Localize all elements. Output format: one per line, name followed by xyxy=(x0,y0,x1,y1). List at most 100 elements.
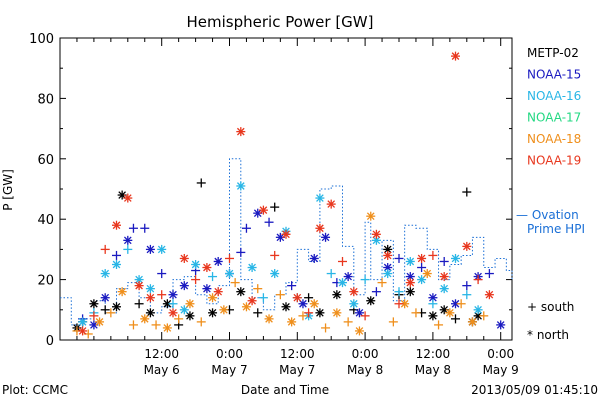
noaa-19-point xyxy=(89,311,99,321)
noaa-15-point xyxy=(287,281,297,291)
metp-02-point xyxy=(428,311,438,321)
noaa-16-point xyxy=(168,299,178,309)
noaa-15-point xyxy=(371,287,381,297)
noaa-19-point xyxy=(179,253,189,263)
legend-marker-south: + south xyxy=(527,300,574,314)
noaa-15-point xyxy=(439,256,449,266)
legend-item: NOAA-15 xyxy=(527,68,581,82)
metp-02-point xyxy=(451,314,460,324)
legend-item: NOAA-18 xyxy=(527,132,581,146)
noaa-18-point xyxy=(388,317,398,327)
noaa-19-point xyxy=(78,326,88,336)
noaa-15-point xyxy=(236,247,246,257)
noaa-15-point xyxy=(462,281,472,291)
noaa-18-point xyxy=(309,299,319,309)
noaa-16-point xyxy=(247,263,257,273)
x-tick-date: May 7 xyxy=(211,363,247,377)
noaa-15-point xyxy=(179,281,189,291)
noaa-19-point xyxy=(405,278,415,288)
noaa-18-point xyxy=(174,314,184,324)
x-tick-time: 12:00 xyxy=(416,347,451,361)
noaa-18-point xyxy=(264,314,274,324)
y-tick-label: 0 xyxy=(46,334,54,349)
noaa-19-point xyxy=(191,275,201,285)
noaa-16-point xyxy=(123,244,133,254)
metp-02-point xyxy=(134,299,144,309)
metp-02-point xyxy=(89,299,99,309)
noaa-19-point xyxy=(270,250,280,260)
noaa-16-point xyxy=(417,275,427,285)
noaa-19-point xyxy=(417,253,427,263)
legend: METP-02 NOAA-15 NOAA-16 NOAA-17 NOAA-18 NOAA-… xyxy=(516,46,585,342)
noaa-15-point xyxy=(496,320,506,330)
noaa-15-point xyxy=(145,244,155,254)
noaa-18-point xyxy=(219,305,229,315)
noaa-19-point xyxy=(473,275,483,285)
noaa-16-point xyxy=(439,284,449,294)
x-tick-time: 12:00 xyxy=(144,347,179,361)
noaa-16-point xyxy=(473,305,483,315)
data-markers xyxy=(72,51,506,339)
noaa-18-point xyxy=(422,269,432,279)
noaa-19-point xyxy=(236,127,246,137)
y-axis: 0 20 40 60 80 100 xyxy=(29,32,512,349)
metp-02-point xyxy=(281,302,291,312)
noaa-16-point xyxy=(191,260,201,269)
x-tick-date: May 9 xyxy=(483,363,519,377)
noaa-18-point xyxy=(196,317,206,327)
noaa-18-point xyxy=(479,311,489,321)
noaa-19-point xyxy=(304,308,314,318)
metp-02-point xyxy=(236,287,246,297)
x-tick-time: 0:00 xyxy=(487,347,514,361)
noaa-18-point xyxy=(343,317,353,327)
metp-02-point xyxy=(315,308,325,318)
legend-item: NOAA-17 xyxy=(527,111,581,125)
noaa-19-point xyxy=(258,205,268,215)
noaa-19-point xyxy=(247,296,257,306)
x-tick-date: May 8 xyxy=(415,363,451,377)
noaa-19-point xyxy=(225,253,234,263)
noaa-18-point xyxy=(411,308,421,318)
legend-marker-north: * north xyxy=(527,328,569,342)
noaa-19-point xyxy=(451,51,460,61)
legend-model-line1: — Ovation xyxy=(516,208,579,222)
noaa-16-point xyxy=(462,290,472,300)
noaa-18-point xyxy=(332,308,342,318)
noaa-19-point xyxy=(484,290,494,300)
legend-model-line2: Prime HPI xyxy=(527,222,585,236)
metp-02-point xyxy=(208,308,218,318)
noaa-15-point xyxy=(123,235,133,245)
noaa-15-point xyxy=(343,272,353,282)
legend-item: METP-02 xyxy=(527,46,579,60)
x-tick-date: May 7 xyxy=(279,363,315,377)
noaa-19-point xyxy=(100,244,110,254)
metp-02-point xyxy=(145,308,155,318)
noaa-15-point xyxy=(264,217,274,227)
noaa-18-point xyxy=(151,320,161,330)
noaa-15-point xyxy=(213,256,223,266)
noaa-16-point xyxy=(428,299,438,309)
metp-02-point xyxy=(112,302,121,312)
noaa-15-point xyxy=(417,263,427,273)
metp-02-point xyxy=(304,293,314,303)
noaa-16-point xyxy=(179,305,189,315)
y-tick-label: 40 xyxy=(37,213,54,228)
noaa-15-point xyxy=(321,232,331,242)
noaa-18-point xyxy=(140,314,150,324)
noaa-19-point xyxy=(315,223,325,233)
noaa-19-point xyxy=(349,287,359,297)
x-tick-time: 0:00 xyxy=(352,347,379,361)
noaa-19-point xyxy=(428,250,438,260)
metp-02-point xyxy=(405,287,415,297)
noaa-18-point xyxy=(377,278,387,288)
noaa-16-point xyxy=(270,269,280,279)
noaa-18-point xyxy=(128,320,138,330)
legend-item: NOAA-19 xyxy=(527,154,581,168)
noaa-16-point xyxy=(100,269,110,279)
noaa-19-point xyxy=(112,220,121,230)
noaa-18-point xyxy=(230,278,240,288)
noaa-15-point xyxy=(354,308,364,318)
noaa-15-point xyxy=(168,290,178,300)
noaa-18-point xyxy=(287,317,297,327)
